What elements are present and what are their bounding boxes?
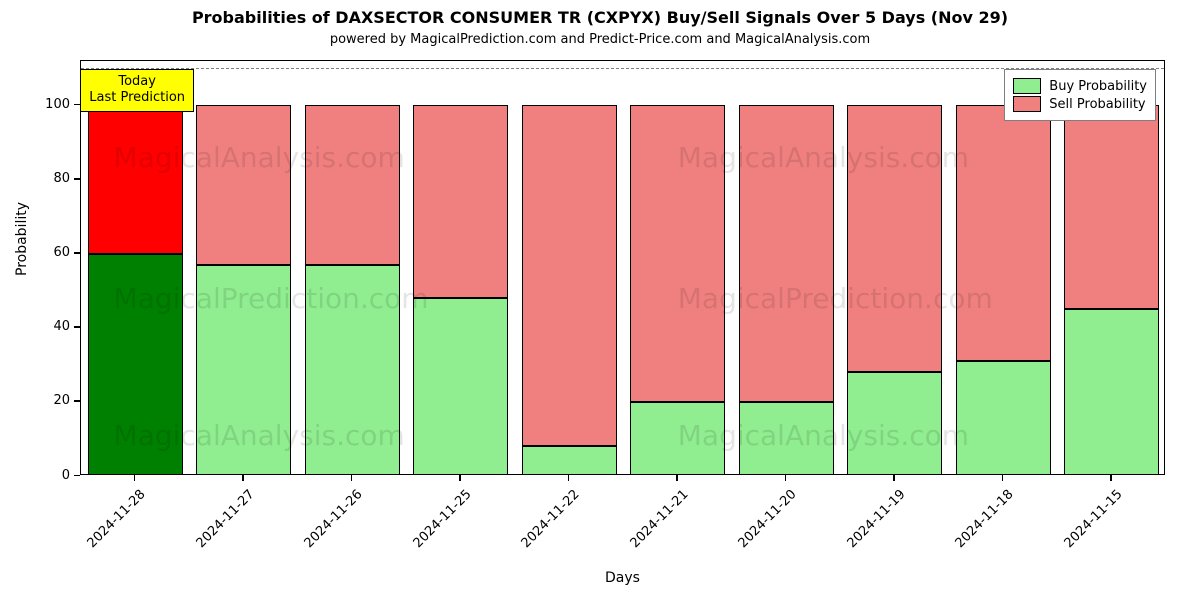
sell-bar xyxy=(413,105,508,298)
buy-bar xyxy=(739,402,834,474)
chart-title: Probabilities of DAXSECTOR CONSUMER TR (… xyxy=(0,8,1200,27)
x-tick-label: 2024-11-21 xyxy=(627,487,691,551)
y-tick xyxy=(74,252,80,254)
x-tick xyxy=(568,475,570,481)
sell-bar xyxy=(305,105,400,264)
y-tick-label: 60 xyxy=(32,245,70,260)
buy-bar xyxy=(413,298,508,474)
buy-bar xyxy=(522,446,617,474)
sell-bar xyxy=(196,105,291,264)
buy-bar xyxy=(847,372,942,474)
x-tick-label: 2024-11-15 xyxy=(1061,487,1125,551)
legend-label: Sell Probability xyxy=(1049,97,1145,112)
x-tick-label: 2024-11-22 xyxy=(519,487,583,551)
y-tick xyxy=(74,326,80,328)
today-annotation-line: Today xyxy=(89,74,185,90)
buy-bar xyxy=(196,265,291,474)
legend: Buy Probability Sell Probability xyxy=(1004,69,1156,121)
sell-bar xyxy=(88,105,183,253)
x-axis-label: Days xyxy=(80,570,1165,586)
buy-bar xyxy=(630,402,725,474)
buy-bar xyxy=(88,254,183,474)
sell-bar xyxy=(1064,105,1159,309)
plot-area-inner: MagicalAnalysis.comMagicalAnalysis.comMa… xyxy=(81,61,1164,474)
today-annotation: TodayLast Prediction xyxy=(80,69,194,112)
legend-item: Sell Probability xyxy=(1013,96,1147,112)
y-tick-label: 0 xyxy=(32,468,70,483)
sell-bar xyxy=(522,105,617,446)
x-tick-label: 2024-11-19 xyxy=(844,487,908,551)
x-tick xyxy=(1002,475,1004,481)
chart-subtitle: powered by MagicalPrediction.com and Pre… xyxy=(0,32,1200,47)
y-tick-label: 40 xyxy=(32,319,70,334)
y-tick xyxy=(74,400,80,402)
legend-patch xyxy=(1013,78,1041,94)
x-tick-label: 2024-11-26 xyxy=(302,487,366,551)
y-tick xyxy=(74,475,80,477)
x-tick xyxy=(459,475,461,481)
buy-bar xyxy=(305,265,400,474)
x-tick xyxy=(134,475,136,481)
y-tick xyxy=(74,104,80,106)
sell-bar xyxy=(956,105,1051,361)
x-tick xyxy=(893,475,895,481)
x-tick xyxy=(785,475,787,481)
buy-bar xyxy=(1064,309,1159,474)
today-annotation-line: Last Prediction xyxy=(89,90,185,106)
legend-patch xyxy=(1013,96,1041,112)
chart-figure: Probabilities of DAXSECTOR CONSUMER TR (… xyxy=(0,0,1200,600)
sell-bar xyxy=(847,105,942,372)
x-tick-label: 2024-11-27 xyxy=(193,487,257,551)
x-tick-label: 2024-11-28 xyxy=(85,487,149,551)
x-tick xyxy=(351,475,353,481)
x-tick xyxy=(676,475,678,481)
y-tick-label: 100 xyxy=(32,97,70,112)
y-tick-label: 80 xyxy=(32,171,70,186)
x-tick-label: 2024-11-25 xyxy=(410,487,474,551)
x-tick xyxy=(1110,475,1112,481)
x-tick xyxy=(242,475,244,481)
buy-bar xyxy=(956,361,1051,474)
sell-bar xyxy=(739,105,834,401)
y-tick-label: 20 xyxy=(32,393,70,408)
gridline xyxy=(81,68,1164,69)
x-tick-label: 2024-11-20 xyxy=(736,487,800,551)
y-axis-label: Probability xyxy=(14,256,30,276)
x-tick-label: 2024-11-18 xyxy=(953,487,1017,551)
legend-item: Buy Probability xyxy=(1013,78,1147,94)
legend-label: Buy Probability xyxy=(1049,79,1147,94)
plot-area: MagicalAnalysis.comMagicalAnalysis.comMa… xyxy=(80,60,1165,475)
sell-bar xyxy=(630,105,725,401)
y-tick xyxy=(74,178,80,180)
